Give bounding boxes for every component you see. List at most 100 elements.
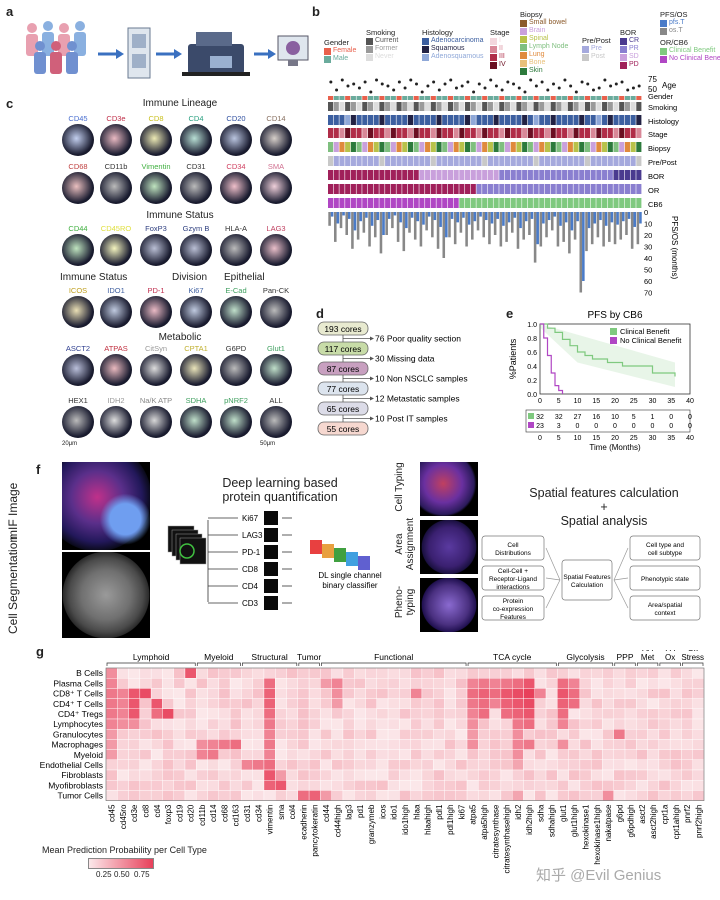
heatmap-cell <box>523 769 535 781</box>
heatmap-cell <box>207 739 220 750</box>
cell-cb6 <box>533 198 539 208</box>
os-bar <box>459 212 463 233</box>
section-immune-lineage: Immune Lineage <box>142 98 218 109</box>
flow-arrow <box>370 376 374 381</box>
pfs-bar <box>347 212 351 219</box>
risk-xtick: 5 <box>557 435 561 442</box>
legend-item-bor: SD <box>629 53 639 60</box>
age-dot <box>609 84 613 88</box>
cell-gender <box>465 96 471 100</box>
heatmap-cell <box>196 667 208 679</box>
cell-stage <box>402 128 408 138</box>
heatmap-cell <box>286 678 299 689</box>
heatmap-cell <box>162 708 174 720</box>
age-dot <box>512 82 516 86</box>
km-ytick: 1.0 <box>527 322 537 329</box>
heatmap-cell <box>387 708 400 720</box>
heatmap-cell <box>557 718 569 730</box>
legend-item-stage: II <box>499 45 503 52</box>
heatmap-cell <box>162 779 174 791</box>
cell-histology <box>607 115 613 125</box>
heatmap-cell <box>229 749 242 760</box>
heatmap-cell <box>342 708 355 720</box>
heatmap-cell <box>669 749 682 760</box>
heatmap-cell <box>354 739 366 750</box>
heatmap-cell <box>252 790 265 801</box>
heatmap-cell <box>173 718 186 730</box>
cell-crop <box>179 543 195 559</box>
heatmap-cell <box>545 769 558 781</box>
heatmap-col-label: pnrf2high <box>694 805 703 838</box>
heatmap-cell <box>557 769 569 781</box>
heatmap-cell <box>297 718 310 730</box>
cell-bor <box>573 170 579 180</box>
scale-bar-left: 20μm <box>62 441 78 447</box>
heatmap-cell <box>275 790 287 801</box>
risk-xtick: 25 <box>630 435 638 442</box>
cell-or <box>516 184 522 194</box>
marker-name: Ki67 <box>242 514 259 523</box>
heatmap-cell <box>162 688 174 699</box>
heatmap-cell <box>218 708 231 720</box>
cell-smoking <box>470 102 476 111</box>
heatmap-cell <box>590 667 603 679</box>
cell-cb6 <box>442 198 448 208</box>
cell-stage <box>436 128 442 138</box>
colorbar-tick-3: 0.75 <box>134 870 150 879</box>
cell-smoking <box>590 102 596 111</box>
cell-gender <box>493 96 499 100</box>
pfs-bar <box>433 212 437 221</box>
heatmap-cell <box>275 667 287 679</box>
heatmap-cell <box>342 678 355 689</box>
cell-histology <box>584 115 591 125</box>
cell-cb6 <box>510 198 516 208</box>
heatmap-col-label: glut1high <box>570 805 579 837</box>
cell-or <box>425 184 431 194</box>
heatmap-cell <box>263 759 276 771</box>
panel-label-b: b <box>312 4 320 19</box>
left-feature-box-text: Protein <box>503 598 524 605</box>
age-dot <box>586 82 590 86</box>
cell-bor <box>470 170 476 180</box>
classifier-layer <box>334 548 346 562</box>
os-bar <box>619 212 623 240</box>
heatmap-cell <box>150 698 163 709</box>
age-dot <box>523 90 527 94</box>
heatmap-cell <box>354 708 366 720</box>
heatmap-row-label: Fibroblasts <box>61 770 103 780</box>
heatmap-cell <box>320 739 332 750</box>
marker-name: LAG3 <box>242 531 263 540</box>
cell-histology <box>367 115 374 125</box>
heatmap-cell <box>568 667 581 679</box>
age-dot <box>386 84 390 88</box>
heatmap-cell <box>376 718 389 730</box>
heatmap-cell <box>613 718 626 730</box>
heatmap-cell <box>399 708 411 720</box>
cell-histology <box>482 115 488 125</box>
heatmap-cell <box>184 759 197 771</box>
cell-cb6 <box>345 198 351 208</box>
cell-biopsy <box>533 142 539 152</box>
heatmap-cell <box>308 779 321 791</box>
age-dot <box>375 78 379 82</box>
heatmap-cell <box>173 790 186 801</box>
heatmap-cell <box>354 678 366 689</box>
cell-or <box>556 184 562 194</box>
heatmap-cell <box>636 698 648 709</box>
heatmap-cell <box>275 739 287 750</box>
heatmap-cell <box>636 667 648 679</box>
heatmap-cell <box>308 708 321 720</box>
cell-smoking <box>636 102 642 111</box>
heatmap-cell <box>579 708 592 720</box>
heatmap-row-label: Lymphocytes <box>53 719 103 729</box>
heatmap-col-label: cd163 <box>232 804 241 826</box>
heatmap-cell <box>692 769 705 781</box>
heatmap-cell <box>297 688 310 699</box>
removed-label: 10 Non NSCLC samples <box>375 374 468 384</box>
heatmap-cell <box>523 698 535 709</box>
heatmap-cell <box>613 739 626 750</box>
heatmap-cell <box>263 769 276 781</box>
heatmap-cell <box>455 779 468 791</box>
heatmap-cell <box>365 698 377 709</box>
cell-gender <box>624 96 630 100</box>
